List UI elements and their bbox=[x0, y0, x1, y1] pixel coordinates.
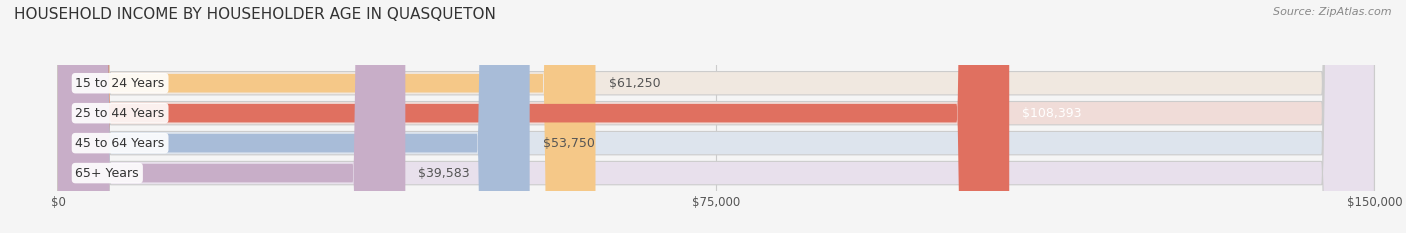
FancyBboxPatch shape bbox=[58, 0, 530, 233]
FancyBboxPatch shape bbox=[58, 0, 1375, 233]
Text: $61,250: $61,250 bbox=[609, 77, 661, 90]
Text: 65+ Years: 65+ Years bbox=[76, 167, 139, 180]
Text: HOUSEHOLD INCOME BY HOUSEHOLDER AGE IN QUASQUETON: HOUSEHOLD INCOME BY HOUSEHOLDER AGE IN Q… bbox=[14, 7, 496, 22]
Text: $108,393: $108,393 bbox=[1022, 107, 1081, 120]
Text: 15 to 24 Years: 15 to 24 Years bbox=[76, 77, 165, 90]
FancyBboxPatch shape bbox=[58, 0, 1375, 233]
FancyBboxPatch shape bbox=[58, 0, 1010, 233]
Text: 25 to 44 Years: 25 to 44 Years bbox=[76, 107, 165, 120]
Text: Source: ZipAtlas.com: Source: ZipAtlas.com bbox=[1274, 7, 1392, 17]
FancyBboxPatch shape bbox=[58, 0, 596, 233]
Text: $39,583: $39,583 bbox=[419, 167, 470, 180]
Text: $53,750: $53,750 bbox=[543, 137, 595, 150]
FancyBboxPatch shape bbox=[58, 0, 405, 233]
FancyBboxPatch shape bbox=[58, 0, 1375, 233]
Text: 45 to 64 Years: 45 to 64 Years bbox=[76, 137, 165, 150]
FancyBboxPatch shape bbox=[58, 0, 1375, 233]
